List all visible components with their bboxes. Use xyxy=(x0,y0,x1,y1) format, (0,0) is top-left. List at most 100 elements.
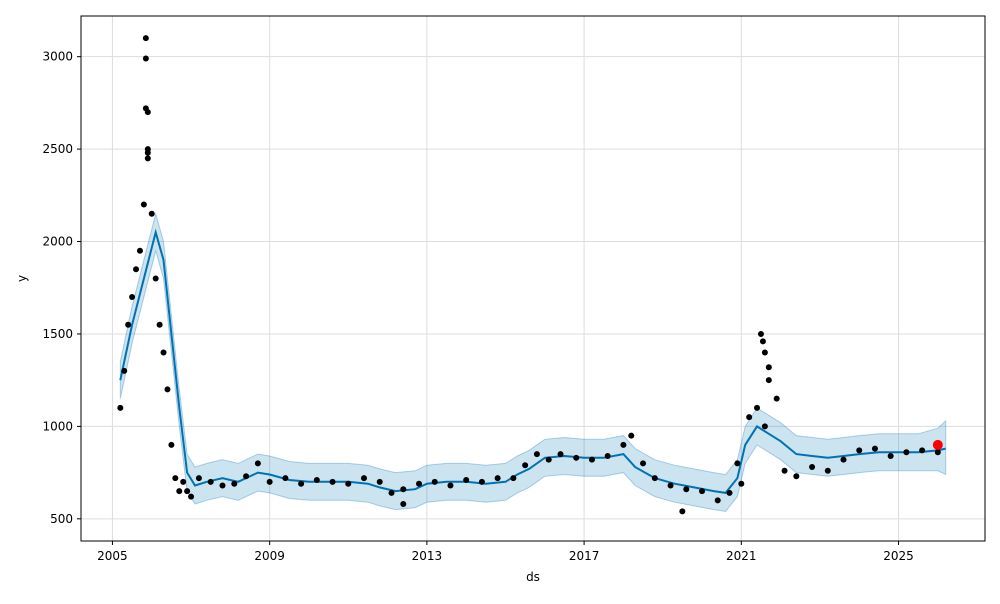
observed-point xyxy=(329,478,336,485)
observed-point xyxy=(156,321,163,328)
observed-point xyxy=(447,482,454,489)
observed-point xyxy=(522,462,529,469)
observed-point xyxy=(903,449,910,456)
observed-point xyxy=(809,464,816,471)
x-tick-label: 2013 xyxy=(412,549,443,563)
observed-point xyxy=(545,456,552,463)
observed-point xyxy=(176,488,183,495)
forecast-line-layer xyxy=(119,228,946,494)
observed-point xyxy=(754,404,761,411)
observed-point xyxy=(188,493,195,500)
observed-point xyxy=(125,321,132,328)
observed-point xyxy=(266,478,273,485)
observed-point xyxy=(871,445,878,452)
observed-point xyxy=(604,452,611,459)
y-tick-label: 1500 xyxy=(42,327,73,341)
observed-point xyxy=(345,480,352,487)
y-tick-label: 500 xyxy=(50,512,73,526)
observed-point xyxy=(533,451,540,458)
observed-point xyxy=(136,247,143,254)
observed-point xyxy=(180,478,187,485)
observed-point xyxy=(793,473,800,480)
observed-point xyxy=(152,275,159,282)
highlight-point xyxy=(932,439,943,450)
x-tick-label: 2025 xyxy=(883,549,914,563)
observed-point xyxy=(195,475,202,482)
forecast-line xyxy=(119,228,946,494)
observed-point xyxy=(144,155,151,162)
observed-point xyxy=(573,454,580,461)
observed-point xyxy=(243,473,250,480)
observed-point xyxy=(313,476,320,483)
y-tick-label: 2500 xyxy=(42,142,73,156)
outlier-point xyxy=(144,109,151,116)
observed-point xyxy=(219,482,226,489)
observed-point xyxy=(781,467,788,474)
outlier-point xyxy=(734,460,741,467)
observed-point xyxy=(184,488,191,495)
observed-point xyxy=(746,414,753,421)
x-tick-label: 2017 xyxy=(569,549,600,563)
observed-point xyxy=(129,293,136,300)
x-tick-label: 2009 xyxy=(254,549,285,563)
observed-point xyxy=(651,475,658,482)
observed-point xyxy=(282,475,289,482)
outlier-point xyxy=(142,35,149,42)
observed-point xyxy=(400,486,407,493)
observed-point xyxy=(714,497,721,504)
x-tick-label: 2005 xyxy=(97,549,128,563)
x-tick-label: 2021 xyxy=(726,549,757,563)
observed-point xyxy=(164,386,171,393)
observed-point xyxy=(620,441,627,448)
observed-point xyxy=(140,201,147,208)
observed-point xyxy=(667,482,674,489)
observed-point xyxy=(431,478,438,485)
observed-point xyxy=(761,423,768,430)
observed-point xyxy=(148,210,155,217)
observed-point xyxy=(172,475,179,482)
outlier-point xyxy=(765,364,772,371)
x-axis-ticks: 2005 2009 2013 2017 2021 2025 xyxy=(97,541,914,563)
observed-point xyxy=(765,377,772,384)
y-axis-label: y xyxy=(15,275,29,282)
outlier-point xyxy=(757,330,764,337)
observed-point xyxy=(510,475,517,482)
plot-frame xyxy=(80,15,986,542)
observed-point xyxy=(773,395,780,402)
y-tick-label: 3000 xyxy=(42,50,73,64)
observed-point xyxy=(628,432,635,439)
observed-point xyxy=(416,480,423,487)
observed-point xyxy=(254,460,261,467)
observed-point xyxy=(463,476,470,483)
outlier-point xyxy=(142,55,149,62)
outlier-point xyxy=(761,349,768,356)
outlier-point xyxy=(144,149,151,156)
grid-layer xyxy=(81,16,985,541)
y-axis-ticks: 500 1000 1500 2000 2500 3000 xyxy=(42,50,81,526)
observed-point xyxy=(207,478,214,485)
observed-point xyxy=(117,404,124,411)
observed-point xyxy=(133,266,140,273)
outlier-point xyxy=(679,508,686,515)
observed-point xyxy=(494,475,501,482)
observed-point xyxy=(376,478,383,485)
observed-point xyxy=(856,447,863,454)
observed-point xyxy=(160,349,167,356)
highlight-layer xyxy=(932,439,943,450)
observed-point xyxy=(726,489,733,496)
observed-point xyxy=(640,460,647,467)
outlier-point xyxy=(400,501,407,508)
observed-point xyxy=(919,447,926,454)
observed-points-layer xyxy=(117,35,941,515)
observed-point xyxy=(824,467,831,474)
x-axis-label: ds xyxy=(526,570,540,584)
observed-point xyxy=(478,478,485,485)
y-tick-label: 1000 xyxy=(42,419,73,433)
observed-point xyxy=(934,449,941,456)
outlier-point xyxy=(759,338,766,345)
observed-point xyxy=(683,486,690,493)
observed-point xyxy=(360,475,367,482)
observed-point xyxy=(231,480,238,487)
